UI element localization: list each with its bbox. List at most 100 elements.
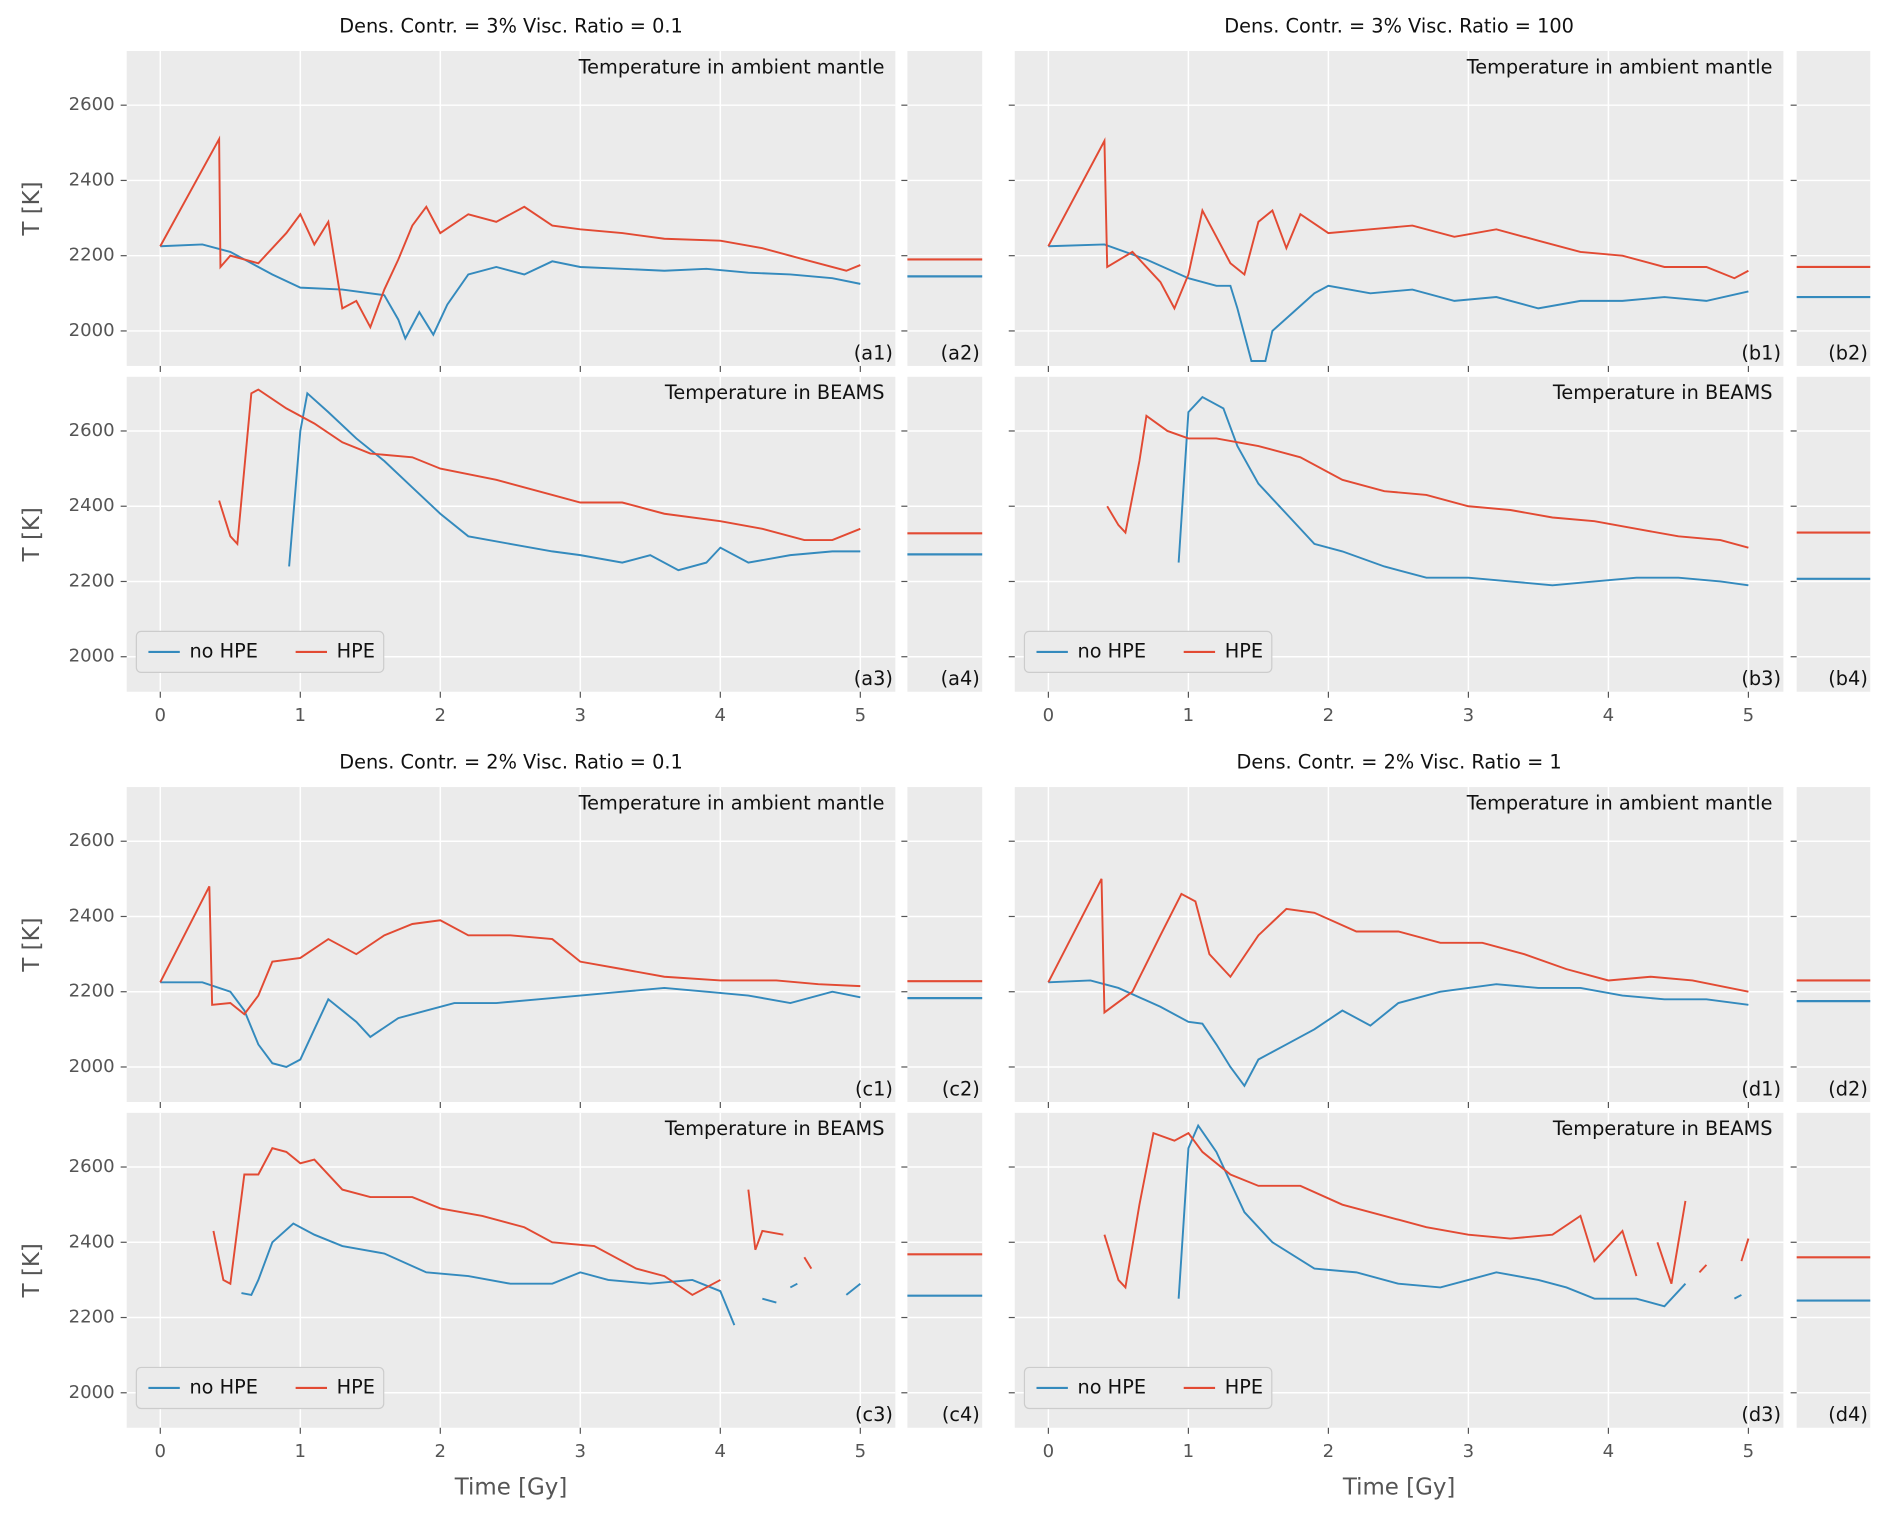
y-tick-label: 2000 <box>69 1382 115 1403</box>
panel-label: (d4) <box>1828 1403 1868 1426</box>
legend-box <box>135 1366 385 1410</box>
annotation: Temperature in BEAMS <box>664 381 885 404</box>
x-tick-label: 0 <box>155 1441 167 1462</box>
legend-label: no HPE <box>189 639 258 662</box>
series-line <box>1103 1131 1750 1290</box>
y-tick-label: 2200 <box>69 570 115 591</box>
y-tick-label: 2400 <box>69 495 115 516</box>
y-axis-label: T [K] <box>19 181 45 236</box>
legend-label: no HPE <box>1078 1375 1147 1398</box>
y-tick-label: 2400 <box>69 905 115 926</box>
panel-label: (d1) <box>1741 1077 1781 1100</box>
y-tick-label: 2600 <box>69 94 115 115</box>
x-axis-label: Time [Gy] <box>1342 1475 1456 1501</box>
x-tick-label: 0 <box>1043 705 1055 726</box>
annotation: Temperature in ambient mantle <box>578 791 885 814</box>
panel-label: (d3) <box>1741 1403 1781 1426</box>
x-tick-label: 5 <box>1743 705 1755 726</box>
x-tick-label: 2 <box>435 1441 447 1462</box>
x-tick-label: 3 <box>1463 1441 1475 1462</box>
panel-label: (c3) <box>855 1403 893 1426</box>
y-axis-label: T [K] <box>19 507 45 562</box>
panel-label: (b1) <box>1741 341 1781 364</box>
side-background <box>907 787 983 1102</box>
y-tick-label: 2000 <box>69 1056 115 1077</box>
y-tick-label: 2200 <box>69 1307 115 1328</box>
y-tick-label: 2400 <box>69 169 115 190</box>
annotation: Temperature in ambient mantle <box>1466 791 1773 814</box>
legend-label: HPE <box>1225 1375 1263 1398</box>
x-tick-label: 2 <box>1323 1441 1335 1462</box>
series-line <box>288 391 861 572</box>
series-line <box>1048 979 1749 1088</box>
annotation: Temperature in ambient mantle <box>578 55 885 78</box>
x-tick-label: 2 <box>435 705 447 726</box>
side-background <box>1796 51 1871 366</box>
y-tick-label: 2600 <box>69 1156 115 1177</box>
side-background <box>907 1112 983 1428</box>
x-tick-label: 1 <box>295 1441 307 1462</box>
series-line <box>160 243 861 341</box>
x-tick-label: 1 <box>295 705 307 726</box>
plot-background <box>1014 51 1784 366</box>
series-line <box>1177 395 1749 587</box>
x-tick-label: 2 <box>1323 705 1335 726</box>
series-line <box>212 1147 813 1297</box>
y-tick-label: 2200 <box>69 245 115 266</box>
panel-label: (a4) <box>941 667 980 690</box>
legend-box <box>1023 630 1273 674</box>
panel-label: (c2) <box>942 1077 980 1100</box>
plot-background <box>126 787 896 1102</box>
legend-label: HPE <box>337 1375 375 1398</box>
side-background <box>1796 787 1871 1102</box>
legend-label: no HPE <box>1078 639 1147 662</box>
x-tick-label: 4 <box>1603 1441 1615 1462</box>
series-line <box>1106 414 1749 549</box>
panel-label: (d2) <box>1828 1077 1868 1100</box>
series-line <box>160 981 861 1069</box>
panel-label: (c4) <box>942 1403 980 1426</box>
legend-label: HPE <box>1225 639 1263 662</box>
side-background <box>1796 376 1871 692</box>
panel-title: Dens. Contr. = 3% Visc. Ratio = 100 <box>1224 14 1574 37</box>
plot-background <box>1014 787 1784 1102</box>
y-tick-label: 2000 <box>69 646 115 667</box>
series-line <box>1048 243 1749 362</box>
x-tick-label: 5 <box>855 705 867 726</box>
series-line <box>159 885 861 1016</box>
panel-label: (a2) <box>941 341 980 364</box>
x-tick-label: 1 <box>1183 1441 1195 1462</box>
y-tick-label: 2400 <box>69 1231 115 1252</box>
x-tick-label: 4 <box>715 705 727 726</box>
panel-label: (c1) <box>855 1077 893 1100</box>
y-axis-label: T [K] <box>19 1243 45 1298</box>
x-tick-label: 4 <box>715 1441 727 1462</box>
x-tick-label: 3 <box>575 705 587 726</box>
panel-label: (b3) <box>1741 667 1781 690</box>
panel-label: (a1) <box>854 341 893 364</box>
y-tick-label: 2600 <box>69 830 115 851</box>
x-tick-label: 0 <box>1043 1441 1055 1462</box>
series-line <box>241 1222 861 1326</box>
x-tick-label: 5 <box>1743 1441 1755 1462</box>
y-tick-label: 2200 <box>69 981 115 1002</box>
series-line <box>1047 137 1749 311</box>
legend-label: HPE <box>337 639 375 662</box>
panel-title: Dens. Contr. = 3% Visc. Ratio = 0.1 <box>339 14 683 37</box>
plot-background <box>126 51 896 366</box>
annotation: Temperature in BEAMS <box>1552 381 1773 404</box>
panel-title: Dens. Contr. = 2% Visc. Ratio = 0.1 <box>339 750 683 773</box>
series-line <box>1047 878 1749 1015</box>
x-tick-label: 5 <box>855 1441 867 1462</box>
legend-label: no HPE <box>189 1375 258 1398</box>
panel-label: (b4) <box>1828 667 1868 690</box>
x-tick-label: 3 <box>575 1441 587 1462</box>
y-tick-label: 2600 <box>69 420 115 441</box>
series-line <box>1177 1123 1742 1308</box>
y-axis-label: T [K] <box>19 917 45 972</box>
panel-title: Dens. Contr. = 2% Visc. Ratio = 1 <box>1237 750 1562 773</box>
side-background <box>907 51 983 366</box>
legend-box <box>1023 1366 1273 1410</box>
